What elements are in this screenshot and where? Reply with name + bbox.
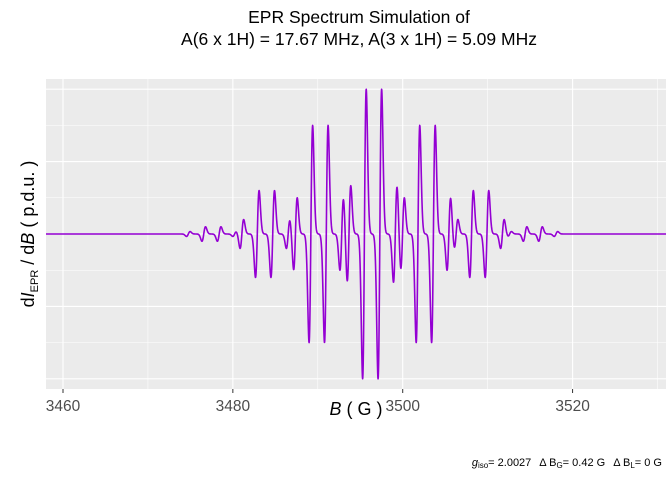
x-tick-label: 3460 xyxy=(46,398,81,415)
chart-title-line1: EPR Spectrum Simulation of xyxy=(248,7,470,27)
grid-lines xyxy=(46,79,666,389)
x-tick-label: 3520 xyxy=(555,398,590,415)
spectrum-line xyxy=(45,88,667,380)
x-axis-ticks: 3460 3480 3500 3520 xyxy=(46,389,590,415)
x-tick-label: 3480 xyxy=(216,398,251,415)
y-axis-title: dIEPR / dB ( p.d.u. ) xyxy=(18,161,41,308)
x-axis-title: B ( G ) xyxy=(329,399,382,419)
chart-title-line2: A(6 x 1H) = 17.67 MHz, A(3 x 1H) = 5.09 … xyxy=(181,29,537,49)
x-tick-label: 3500 xyxy=(385,398,420,415)
